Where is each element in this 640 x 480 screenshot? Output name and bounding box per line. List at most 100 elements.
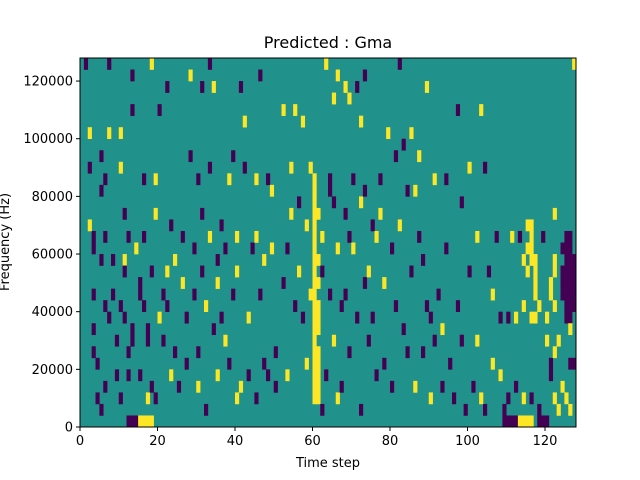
heatmap-cell (173, 346, 178, 359)
heatmap-cell (87, 127, 92, 140)
heatmap-cell (242, 161, 247, 174)
heatmap-cell (448, 357, 453, 370)
heatmap-cell (413, 380, 418, 393)
heatmap-cell (122, 254, 127, 266)
heatmap-cell (568, 311, 573, 324)
heatmap-cell (572, 254, 577, 266)
heatmap-cell (552, 265, 557, 278)
heatmap-cell (149, 58, 154, 70)
heatmap-cell (564, 288, 569, 301)
heatmap-cell (525, 219, 530, 232)
heatmap-cell (424, 81, 430, 93)
heatmap-cell (281, 104, 286, 116)
heatmap-cell (254, 230, 259, 243)
heatmap-cell (366, 265, 371, 278)
heatmap-cell (95, 357, 100, 370)
heatmap-cell (533, 277, 538, 289)
heatmap-cell (281, 277, 286, 289)
heatmap-cell (207, 58, 213, 70)
heatmap-cell (409, 265, 414, 278)
heatmap-cell (118, 127, 123, 140)
y-tick-label: 0 (65, 421, 73, 436)
heatmap-cell (200, 265, 205, 278)
heatmap-cell (370, 219, 375, 232)
heatmap-cell (355, 81, 360, 93)
heatmap-cell (227, 173, 232, 186)
heatmap-cell (432, 334, 437, 347)
heatmap-cell (428, 392, 433, 405)
heatmap-cell (103, 173, 108, 186)
heatmap-cell (293, 300, 298, 312)
heatmap-cell (568, 288, 573, 301)
heatmap-cell (572, 357, 577, 370)
heatmap-cell (483, 161, 488, 174)
heatmap-cell (517, 230, 523, 243)
heatmap-cell (564, 300, 569, 312)
heatmap-cell (180, 277, 185, 289)
heatmap-cell (475, 230, 480, 243)
heatmap-cell (149, 265, 154, 278)
heatmap-cell (196, 380, 201, 393)
heatmap-cell (343, 81, 348, 93)
heatmap-cell (328, 173, 333, 186)
heatmap-cell (428, 311, 433, 324)
heatmap-cell (401, 323, 406, 336)
heatmap-cell (111, 254, 116, 266)
heatmap-cell (312, 219, 317, 232)
heatmap-cell (91, 346, 96, 359)
heatmap-cell (324, 369, 329, 382)
heatmap-cell (297, 265, 302, 278)
heatmap-cell (331, 334, 337, 347)
heatmap-cell (99, 254, 104, 266)
heatmap-cell (126, 230, 131, 243)
heatmap-cell (560, 265, 565, 278)
heatmap-cell (506, 392, 511, 405)
x-tick-label: 120 (533, 434, 558, 449)
heatmap-cell (262, 357, 267, 370)
heatmap-cell (312, 323, 317, 336)
heatmap-cell (331, 92, 337, 105)
heatmap-cell (188, 69, 193, 82)
heatmap-cell (444, 173, 449, 186)
heatmap-cell (552, 254, 557, 266)
heatmap-cell (312, 357, 317, 370)
heatmap-cell (246, 311, 251, 324)
heatmap-cell (196, 173, 201, 186)
heatmap-cell (269, 184, 275, 197)
heatmap-cell (223, 242, 228, 255)
heatmap-cell (138, 277, 143, 289)
heatmap-cell (529, 242, 534, 255)
plot-frame (79, 57, 577, 428)
heatmap-cell (145, 323, 151, 336)
heatmap-cell (273, 380, 278, 393)
heatmap-cell (378, 207, 383, 220)
heatmap-cell (161, 334, 166, 347)
heatmap-cell (390, 242, 395, 255)
heatmap-cell (359, 196, 364, 209)
heatmap-cell (440, 323, 445, 336)
heatmap-cells (83, 58, 577, 428)
heatmap-cell (490, 288, 495, 301)
heatmap-cell (386, 127, 391, 140)
plot-area (79, 57, 577, 428)
heatmap-cell (126, 415, 139, 428)
heatmap-cell (316, 207, 321, 220)
heatmap-cell (541, 230, 546, 243)
heatmap-cell (91, 323, 96, 336)
heatmap-cell (238, 380, 244, 393)
heatmap-cell (424, 300, 430, 312)
heatmap-cell (502, 403, 507, 416)
heatmap-cell (316, 323, 321, 336)
heatmap-cell (235, 230, 240, 243)
heatmap-cell (316, 277, 321, 289)
heatmap-cell (552, 207, 557, 220)
heatmap-cell (335, 392, 340, 405)
heatmap-cell (548, 357, 554, 370)
heatmap-cell (432, 173, 437, 186)
heatmap-cell (211, 81, 216, 93)
heatmap-cell (312, 311, 317, 324)
heatmap-cell (382, 277, 387, 289)
heatmap-cell (122, 311, 127, 324)
heatmap-cell (537, 403, 542, 416)
heatmap-cell (235, 265, 240, 278)
